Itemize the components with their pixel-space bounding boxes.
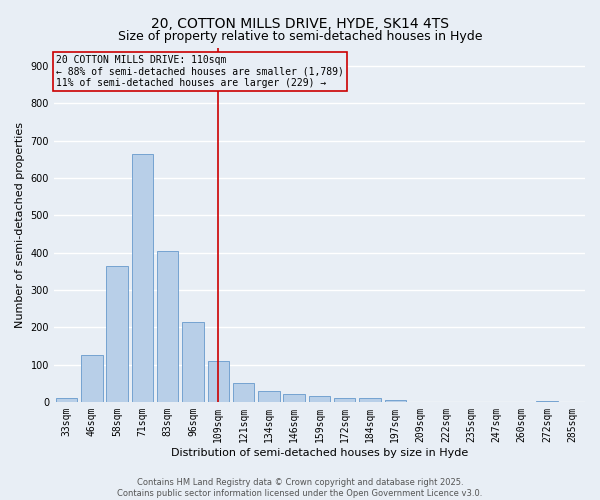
Bar: [131, 154, 153, 402]
Bar: [359, 398, 381, 402]
Bar: [258, 390, 280, 402]
Bar: [536, 400, 558, 402]
Bar: [283, 394, 305, 402]
Y-axis label: Number of semi-detached properties: Number of semi-detached properties: [15, 122, 25, 328]
Bar: [309, 396, 330, 402]
Text: Size of property relative to semi-detached houses in Hyde: Size of property relative to semi-detach…: [118, 30, 482, 43]
Bar: [56, 398, 77, 402]
Bar: [385, 400, 406, 402]
Bar: [182, 322, 204, 402]
X-axis label: Distribution of semi-detached houses by size in Hyde: Distribution of semi-detached houses by …: [171, 448, 468, 458]
Bar: [81, 355, 103, 402]
Bar: [157, 251, 178, 402]
Bar: [106, 266, 128, 402]
Text: Contains HM Land Registry data © Crown copyright and database right 2025.
Contai: Contains HM Land Registry data © Crown c…: [118, 478, 482, 498]
Bar: [334, 398, 355, 402]
Bar: [208, 361, 229, 402]
Bar: [233, 383, 254, 402]
Text: 20, COTTON MILLS DRIVE, HYDE, SK14 4TS: 20, COTTON MILLS DRIVE, HYDE, SK14 4TS: [151, 18, 449, 32]
Text: 20 COTTON MILLS DRIVE: 110sqm
← 88% of semi-detached houses are smaller (1,789)
: 20 COTTON MILLS DRIVE: 110sqm ← 88% of s…: [56, 55, 344, 88]
